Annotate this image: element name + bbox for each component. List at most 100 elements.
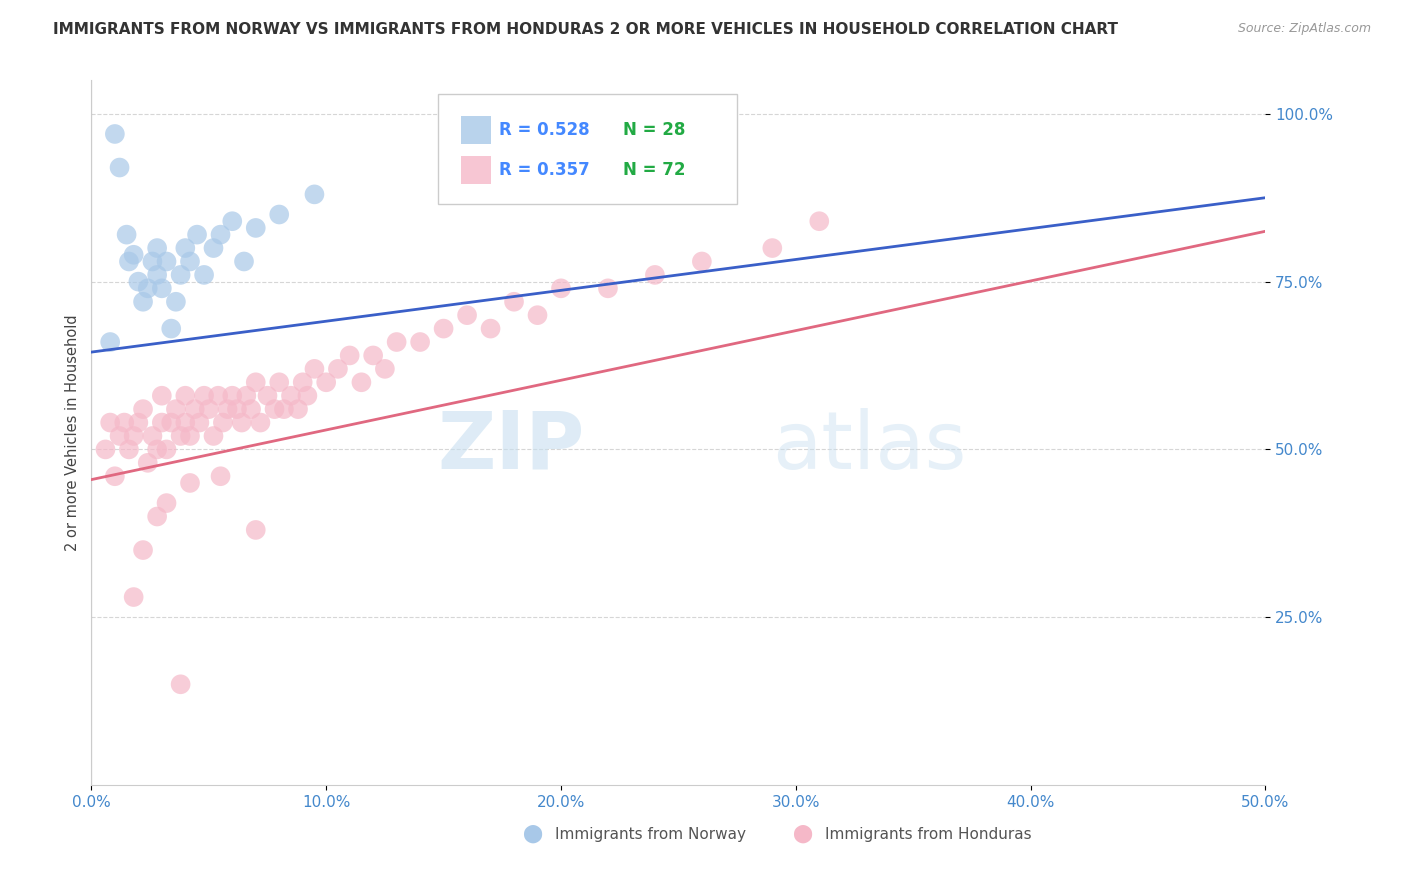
Point [374, 362, 396, 376]
Point [98, 334, 121, 349]
Point [385, 334, 408, 349]
Point [280, 389, 302, 403]
Point [291, 376, 314, 390]
Point [808, 214, 831, 228]
Point [160, 321, 183, 335]
Point [690, 254, 713, 268]
Point [315, 376, 337, 390]
Point [479, 321, 502, 335]
Text: atlas: atlas [772, 408, 967, 486]
Point [146, 509, 169, 524]
Point [165, 294, 187, 309]
Point [169, 268, 191, 282]
Point [141, 429, 163, 443]
Point [108, 429, 131, 443]
Point [169, 429, 191, 443]
Point [221, 214, 243, 228]
Point [127, 275, 149, 289]
Point [339, 348, 361, 362]
Point [179, 429, 201, 443]
Point [202, 241, 225, 255]
Point [256, 389, 278, 403]
Text: N = 28: N = 28 [623, 120, 686, 138]
Point [550, 281, 572, 295]
Point [193, 389, 215, 403]
Point [179, 475, 201, 490]
Point [226, 402, 249, 417]
Point [104, 127, 127, 141]
Point [209, 227, 232, 242]
Point [207, 389, 229, 403]
Y-axis label: 2 or more Vehicles in Household: 2 or more Vehicles in Household [65, 314, 80, 551]
Point [155, 496, 177, 510]
Point [304, 187, 326, 202]
Text: ⬤: ⬤ [792, 825, 811, 844]
Point [136, 456, 159, 470]
Point [150, 416, 173, 430]
Point [118, 254, 141, 268]
Point [155, 442, 177, 457]
Point [233, 254, 256, 268]
Point [136, 281, 159, 295]
Text: Source: ZipAtlas.com: Source: ZipAtlas.com [1237, 22, 1371, 36]
Point [249, 416, 271, 430]
Point [269, 376, 291, 390]
Point [141, 254, 163, 268]
Point [644, 268, 666, 282]
Point [183, 402, 205, 417]
Point [122, 248, 145, 262]
Point [235, 389, 257, 403]
Point [273, 402, 295, 417]
Point [122, 590, 145, 604]
Point [115, 227, 138, 242]
Point [197, 402, 219, 417]
Point [165, 402, 187, 417]
Point [118, 442, 141, 457]
Point [112, 416, 135, 430]
Point [263, 402, 285, 417]
Point [104, 469, 127, 483]
Point [209, 469, 232, 483]
Point [245, 221, 267, 235]
Point [297, 389, 319, 403]
Point [94, 442, 117, 457]
Point [409, 334, 432, 349]
Text: R = 0.528: R = 0.528 [499, 120, 589, 138]
Text: Immigrants from Norway: Immigrants from Norway [555, 827, 747, 842]
Point [287, 402, 309, 417]
Point [350, 376, 373, 390]
Point [186, 227, 208, 242]
Point [179, 254, 201, 268]
Point [174, 241, 197, 255]
Point [432, 321, 454, 335]
Point [761, 241, 783, 255]
Point [155, 254, 177, 268]
Point [146, 442, 169, 457]
Point [269, 207, 291, 221]
Text: IMMIGRANTS FROM NORWAY VS IMMIGRANTS FROM HONDURAS 2 OR MORE VEHICLES IN HOUSEHO: IMMIGRANTS FROM NORWAY VS IMMIGRANTS FRO… [53, 22, 1118, 37]
Point [361, 348, 384, 362]
Text: N = 72: N = 72 [623, 161, 686, 178]
Point [245, 523, 267, 537]
Point [174, 416, 197, 430]
FancyBboxPatch shape [461, 116, 491, 144]
Point [240, 402, 263, 417]
Point [146, 268, 169, 282]
Point [132, 402, 155, 417]
Text: Immigrants from Honduras: Immigrants from Honduras [825, 827, 1032, 842]
Point [212, 416, 235, 430]
Point [188, 416, 211, 430]
Point [304, 362, 326, 376]
Point [169, 677, 191, 691]
Point [127, 416, 149, 430]
Point [326, 362, 349, 376]
Point [132, 294, 155, 309]
Text: R = 0.357: R = 0.357 [499, 161, 589, 178]
FancyBboxPatch shape [437, 95, 737, 203]
Point [193, 268, 215, 282]
Point [456, 308, 478, 322]
Point [174, 389, 197, 403]
FancyBboxPatch shape [461, 156, 491, 184]
Point [150, 281, 173, 295]
Point [132, 543, 155, 558]
